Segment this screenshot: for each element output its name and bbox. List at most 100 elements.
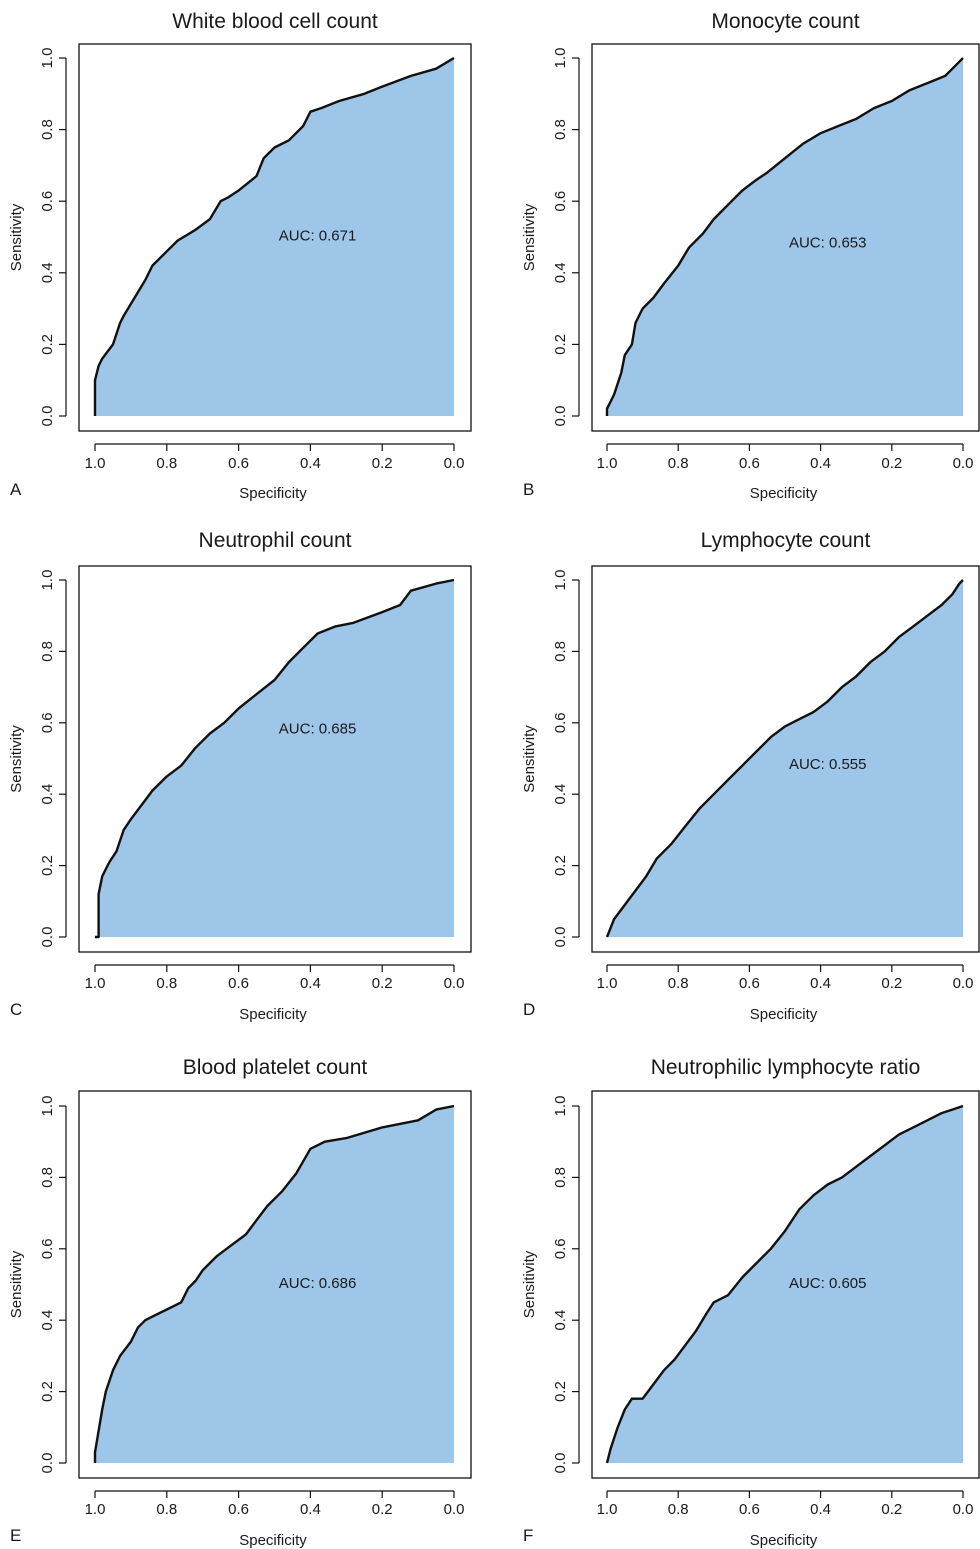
panel-e-x-tick-label: 0.6 xyxy=(228,1501,249,1518)
panel-c-letter: C xyxy=(10,1000,22,1019)
panel-f-y-axis-label: Sensitivity xyxy=(521,1250,538,1318)
panel-e-y-tick-label: 0.0 xyxy=(39,1453,56,1474)
panel-f-x-tick-label: 0.4 xyxy=(810,1501,831,1518)
panel-f-letter: F xyxy=(523,1526,533,1545)
panel-b-auc-area xyxy=(607,58,963,416)
panel-b-x-tick-label: 0.4 xyxy=(810,455,831,472)
panel-b-x-tick-label: 0.0 xyxy=(953,455,974,472)
panel-b-plot-frame xyxy=(591,43,980,432)
panel-e-title: Blood platelet count xyxy=(183,1056,368,1079)
panel-b-letter: B xyxy=(523,480,534,499)
panel-b-y-axis-label: Sensitivity xyxy=(521,203,538,271)
panel-b-y-tick-label: 0.6 xyxy=(552,191,569,212)
panel-f-x-tick-label: 0.6 xyxy=(739,1501,760,1518)
panel-c-x-tick-label: 0.2 xyxy=(372,975,393,992)
panel-e-y-tick-label: 1.0 xyxy=(39,1096,56,1117)
panel-d-letter: D xyxy=(523,1000,535,1019)
panel-a-x-axis-label: Specificity xyxy=(239,485,307,502)
panel-c-plot-frame xyxy=(78,565,472,953)
panel-f: Neutrophilic lymphocyte ratio 1.0 0.8 0.6 0.… xyxy=(521,1056,980,1549)
panel-d-auc-label: AUC: 0.555 xyxy=(789,756,867,773)
panel-e-auc-area xyxy=(95,1106,454,1463)
panel-f-x-tick-label: 0.8 xyxy=(668,1501,689,1518)
panel-b-auc-label: AUC: 0.653 xyxy=(789,235,867,252)
panel-d-y-axis-label: Sensitivity xyxy=(521,725,538,793)
panel-d-x-tick-label: 0.0 xyxy=(953,975,974,992)
panel-c-y-tick-label: 1.0 xyxy=(39,570,56,591)
panel-d-y-tick-label: 0.8 xyxy=(552,641,569,662)
panel-e-auc-label: AUC: 0.686 xyxy=(279,1275,357,1292)
panel-d-y-tick-label: 1.0 xyxy=(552,570,569,591)
panel-f-y-tick-label: 0.0 xyxy=(552,1453,569,1474)
panel-d-x-tick-label: 0.4 xyxy=(810,975,831,992)
panel-c-y-tick-label: 0.4 xyxy=(39,784,56,805)
panel-b-x-tick-label: 1.0 xyxy=(597,455,618,472)
panel-c-x-tick-label: 0.6 xyxy=(228,975,249,992)
panel-c-x-tick-label: 0.4 xyxy=(300,975,321,992)
panel-a-x-tick-label: 0.2 xyxy=(372,455,393,472)
panel-c-y-tick-label: 0.2 xyxy=(39,855,56,876)
panel-a-y-tick-label: 0.2 xyxy=(39,334,56,355)
panel-b-y-tick-label: 0.8 xyxy=(552,119,569,140)
panel-d-plot-frame xyxy=(591,565,980,953)
panel-e-x-tick-label: 0.0 xyxy=(444,1501,465,1518)
panel-a-x-tick-label: 0.6 xyxy=(228,455,249,472)
panel-e-x-tick-label: 0.8 xyxy=(156,1501,177,1518)
panel-b-y-tick-label: 0.2 xyxy=(552,334,569,355)
panel-f-title: Neutrophilic lymphocyte ratio xyxy=(651,1056,921,1079)
panel-d-title: Lymphocyte count xyxy=(701,529,871,552)
panel-b-x-axis-label: Specificity xyxy=(750,485,818,502)
panel-a-y-tick-label: 0.6 xyxy=(39,191,56,212)
panel-c-y-tick-label: 0.6 xyxy=(39,712,56,733)
panel-d-x-axis-label: Specificity xyxy=(750,1006,818,1023)
panel-c-y-tick-label: 0.8 xyxy=(39,641,56,662)
panel-f-y-tick-label: 0.6 xyxy=(552,1238,569,1259)
panel-e-letter: E xyxy=(10,1526,21,1545)
panel-d-y-tick-label: 0.4 xyxy=(552,784,569,805)
panel-a-auc-area xyxy=(95,58,454,416)
panel-e-y-axis-label: Sensitivity xyxy=(8,1250,25,1318)
panel-c-auc-label: AUC: 0.685 xyxy=(279,721,357,738)
panel-a-roc-curve xyxy=(93,56,455,416)
panel-b-y-tick-label: 0.4 xyxy=(552,262,569,283)
panel-a-auc-label: AUC: 0.671 xyxy=(279,228,357,245)
panel-e: Blood platelet count 1.0 0.8 0.6 0.4 0.2 0.0 0.… xyxy=(8,1056,472,1549)
panel-f-y-tick-label: 1.0 xyxy=(552,1096,569,1117)
panel-c-x-tick-label: 0.8 xyxy=(156,975,177,992)
panel-d-x-tick-label: 1.0 xyxy=(597,975,618,992)
panel-c-x-tick-label: 1.0 xyxy=(85,975,106,992)
panel-e-x-axis-label: Specificity xyxy=(239,1532,307,1549)
panel-c-auc-area xyxy=(95,580,454,937)
panel-b-y-tick-label: 1.0 xyxy=(552,48,569,69)
panel-d-x-tick-label: 0.6 xyxy=(739,975,760,992)
panel-a-plot-frame xyxy=(78,43,472,432)
panel-b: Monocyte count 1.0 0.8 0.6 0.4 0.2 0.0 0.0 0.2 0.… xyxy=(521,10,980,502)
panel-e-y-tick-label: 0.2 xyxy=(39,1381,56,1402)
panel-e-x-tick-label: 1.0 xyxy=(85,1501,106,1518)
panel-c-x-tick-label: 0.0 xyxy=(444,975,465,992)
panel-a-x-tick-label: 0.8 xyxy=(156,455,177,472)
panel-c: Neutrophil count 1.0 0.8 0.6 0.4 0.2 0.0 0.0 0.2… xyxy=(8,529,472,1023)
panel-e-y-tick-label: 0.6 xyxy=(39,1238,56,1259)
panel-f-x-tick-label: 0.2 xyxy=(881,1501,902,1518)
panel-e-roc-curve xyxy=(93,1104,455,1463)
panel-f-y-tick-label: 0.8 xyxy=(552,1167,569,1188)
panel-b-title: Monocyte count xyxy=(711,10,859,33)
panel-c-y-axis-label: Sensitivity xyxy=(8,725,25,793)
panel-a-title: White blood cell count xyxy=(172,10,378,33)
panel-f-y-tick-label: 0.2 xyxy=(552,1381,569,1402)
panel-c-y-tick-label: 0.0 xyxy=(39,927,56,948)
panel-a-y-tick-label: 0.4 xyxy=(39,262,56,283)
panel-f-auc-area xyxy=(607,1106,963,1463)
panel-a-y-tick-label: 1.0 xyxy=(39,48,56,69)
panel-f-x-axis-label: Specificity xyxy=(750,1532,818,1549)
panel-b-x-tick-label: 0.2 xyxy=(881,455,902,472)
panel-c-title: Neutrophil count xyxy=(199,529,352,552)
panel-d-roc-curve xyxy=(605,579,964,938)
panel-b-x-tick-label: 0.8 xyxy=(668,455,689,472)
panel-d-x-tick-label: 0.8 xyxy=(668,975,689,992)
panel-c-x-axis-label: Specificity xyxy=(239,1006,307,1023)
panel-e-y-tick-label: 0.4 xyxy=(39,1310,56,1331)
panel-a-y-tick-label: 0.8 xyxy=(39,119,56,140)
panel-e-plot-frame xyxy=(78,1090,472,1479)
